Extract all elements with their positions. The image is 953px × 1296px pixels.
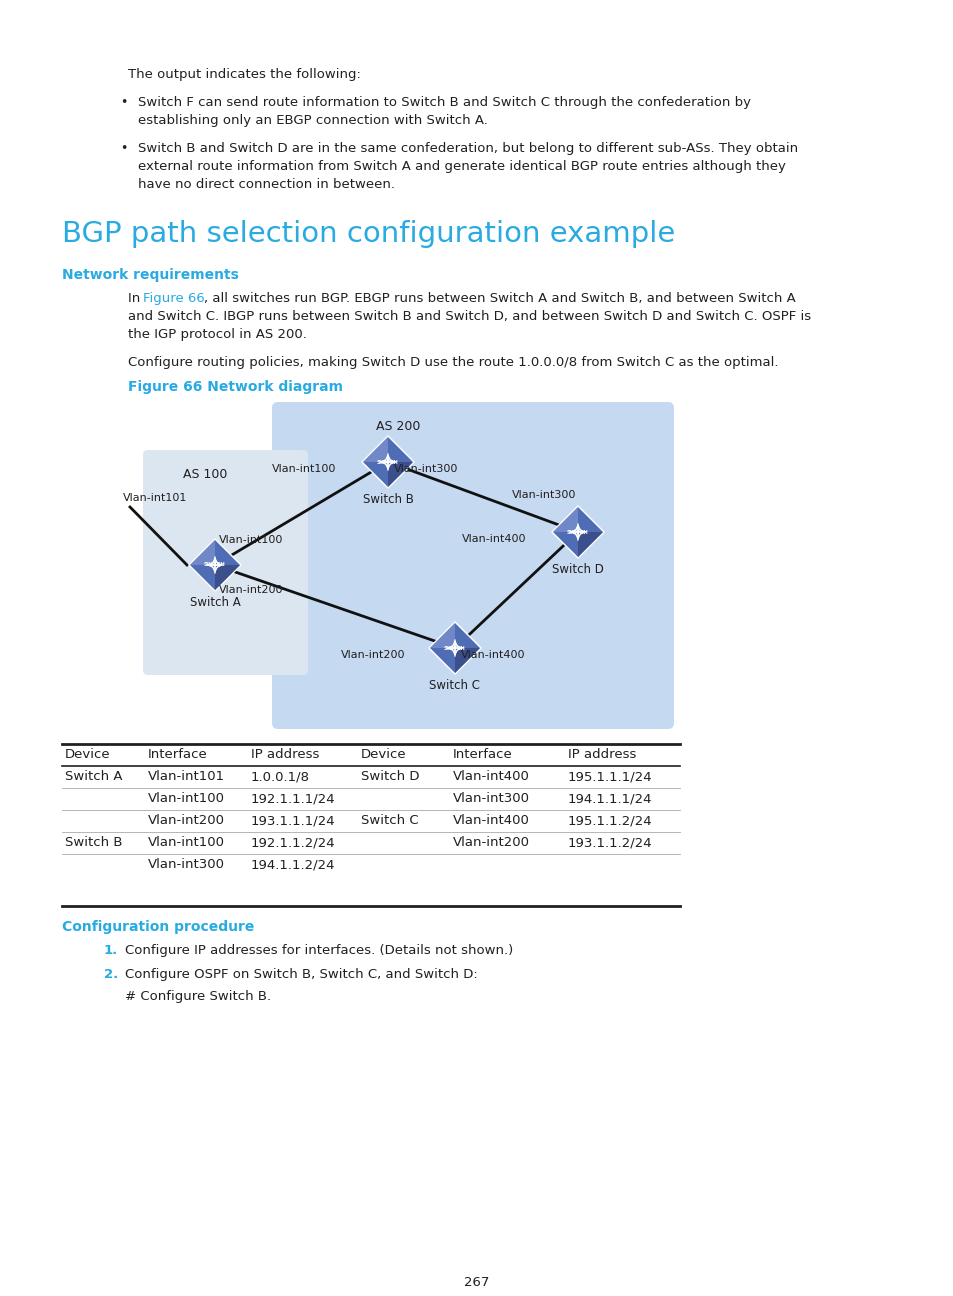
FancyBboxPatch shape bbox=[272, 402, 673, 728]
Text: Vlan-int400: Vlan-int400 bbox=[453, 770, 529, 783]
Text: have no direct connection in between.: have no direct connection in between. bbox=[138, 178, 395, 191]
Text: SWITCH: SWITCH bbox=[204, 562, 226, 568]
Text: IP address: IP address bbox=[567, 748, 636, 761]
Polygon shape bbox=[361, 435, 414, 489]
Text: Vlan-int400: Vlan-int400 bbox=[460, 651, 525, 660]
Polygon shape bbox=[552, 505, 603, 559]
Text: Figure 66 Network diagram: Figure 66 Network diagram bbox=[128, 380, 343, 394]
Text: Configuration procedure: Configuration procedure bbox=[62, 920, 254, 934]
FancyBboxPatch shape bbox=[143, 450, 308, 675]
Text: Vlan-int200: Vlan-int200 bbox=[219, 584, 283, 595]
Text: Configure routing policies, making Switch D use the route 1.0.0.0/8 from Switch : Configure routing policies, making Switc… bbox=[128, 356, 778, 369]
Text: Configure IP addresses for interfaces. (Details not shown.): Configure IP addresses for interfaces. (… bbox=[125, 943, 513, 956]
Text: AS 200: AS 200 bbox=[375, 420, 419, 433]
Text: Vlan-int100: Vlan-int100 bbox=[219, 535, 283, 546]
Text: BGP path selection configuration example: BGP path selection configuration example bbox=[62, 220, 675, 248]
Text: Switch D: Switch D bbox=[552, 562, 603, 575]
Text: 193.1.1.1/24: 193.1.1.1/24 bbox=[251, 814, 335, 827]
Text: , all switches run BGP. EBGP runs between Switch A and Switch B, and between Swi: , all switches run BGP. EBGP runs betwee… bbox=[204, 292, 795, 305]
Text: AS 100: AS 100 bbox=[183, 468, 227, 481]
Text: 194.1.1.2/24: 194.1.1.2/24 bbox=[251, 858, 335, 871]
Text: Device: Device bbox=[360, 748, 406, 761]
Text: Switch B and Switch D are in the same confederation, but belong to different sub: Switch B and Switch D are in the same co… bbox=[138, 143, 798, 156]
Polygon shape bbox=[578, 531, 603, 559]
Text: Switch B: Switch B bbox=[65, 836, 122, 849]
Text: Vlan-int100: Vlan-int100 bbox=[148, 792, 225, 805]
Text: 192.1.1.1/24: 192.1.1.1/24 bbox=[251, 792, 335, 805]
Text: the IGP protocol in AS 200.: the IGP protocol in AS 200. bbox=[128, 328, 307, 341]
Text: SWITCH: SWITCH bbox=[566, 530, 588, 534]
Polygon shape bbox=[388, 461, 414, 489]
Text: and Switch C. IBGP runs between Switch B and Switch D, and between Switch D and : and Switch C. IBGP runs between Switch B… bbox=[128, 310, 810, 323]
Text: Vlan-int300: Vlan-int300 bbox=[148, 858, 225, 871]
Text: 193.1.1.2/24: 193.1.1.2/24 bbox=[567, 836, 652, 849]
Text: IP address: IP address bbox=[251, 748, 319, 761]
Text: # Configure Switch B.: # Configure Switch B. bbox=[125, 990, 271, 1003]
Text: 194.1.1.1/24: 194.1.1.1/24 bbox=[567, 792, 652, 805]
Text: SWITCH: SWITCH bbox=[444, 645, 465, 651]
Text: Vlan-int200: Vlan-int200 bbox=[453, 836, 530, 849]
Text: Vlan-int100: Vlan-int100 bbox=[272, 464, 335, 474]
Text: 195.1.1.2/24: 195.1.1.2/24 bbox=[567, 814, 652, 827]
Text: Vlan-int100: Vlan-int100 bbox=[148, 836, 225, 849]
Text: Figure 66: Figure 66 bbox=[143, 292, 205, 305]
Text: Vlan-int300: Vlan-int300 bbox=[511, 490, 576, 500]
Text: •: • bbox=[120, 96, 128, 109]
Text: 1.0.0.1/8: 1.0.0.1/8 bbox=[251, 770, 310, 783]
Text: Switch C: Switch C bbox=[429, 679, 480, 692]
Text: establishing only an EBGP connection with Switch A.: establishing only an EBGP connection wit… bbox=[138, 114, 487, 127]
Text: Interface: Interface bbox=[148, 748, 208, 761]
Text: Vlan-int300: Vlan-int300 bbox=[394, 464, 457, 474]
Text: •: • bbox=[120, 143, 128, 156]
Text: Interface: Interface bbox=[453, 748, 512, 761]
Polygon shape bbox=[214, 565, 241, 591]
Text: 192.1.1.2/24: 192.1.1.2/24 bbox=[251, 836, 335, 849]
Text: Switch C: Switch C bbox=[360, 814, 418, 827]
Text: Switch A: Switch A bbox=[65, 770, 122, 783]
Text: external route information from Switch A and generate identical BGP route entrie: external route information from Switch A… bbox=[138, 159, 785, 172]
Text: Network requirements: Network requirements bbox=[62, 268, 238, 283]
Text: The output indicates the following:: The output indicates the following: bbox=[128, 67, 360, 80]
Text: Vlan-int101: Vlan-int101 bbox=[148, 770, 225, 783]
Text: 195.1.1.1/24: 195.1.1.1/24 bbox=[567, 770, 652, 783]
Text: Vlan-int400: Vlan-int400 bbox=[461, 534, 525, 544]
Text: Vlan-int101: Vlan-int101 bbox=[123, 492, 187, 503]
Text: Vlan-int400: Vlan-int400 bbox=[453, 814, 529, 827]
Polygon shape bbox=[189, 539, 214, 565]
Text: 1.: 1. bbox=[104, 943, 118, 956]
Text: Switch D: Switch D bbox=[360, 770, 419, 783]
Text: Vlan-int200: Vlan-int200 bbox=[148, 814, 225, 827]
Text: Device: Device bbox=[65, 748, 111, 761]
Text: Switch A: Switch A bbox=[190, 596, 240, 609]
Text: Switch B: Switch B bbox=[362, 492, 413, 505]
Text: Vlan-int300: Vlan-int300 bbox=[453, 792, 530, 805]
Text: In: In bbox=[128, 292, 144, 305]
Text: SWITCH: SWITCH bbox=[376, 460, 398, 464]
Polygon shape bbox=[189, 539, 241, 591]
Polygon shape bbox=[429, 622, 480, 674]
Polygon shape bbox=[361, 435, 388, 461]
Text: Configure OSPF on Switch B, Switch C, and Switch D:: Configure OSPF on Switch B, Switch C, an… bbox=[125, 968, 477, 981]
Text: Vlan-int200: Vlan-int200 bbox=[340, 651, 405, 660]
Polygon shape bbox=[552, 505, 578, 531]
Polygon shape bbox=[455, 648, 480, 674]
Text: 267: 267 bbox=[464, 1277, 489, 1290]
Polygon shape bbox=[429, 622, 455, 648]
Text: 2.: 2. bbox=[104, 968, 118, 981]
Text: Switch F can send route information to Switch B and Switch C through the confede: Switch F can send route information to S… bbox=[138, 96, 750, 109]
